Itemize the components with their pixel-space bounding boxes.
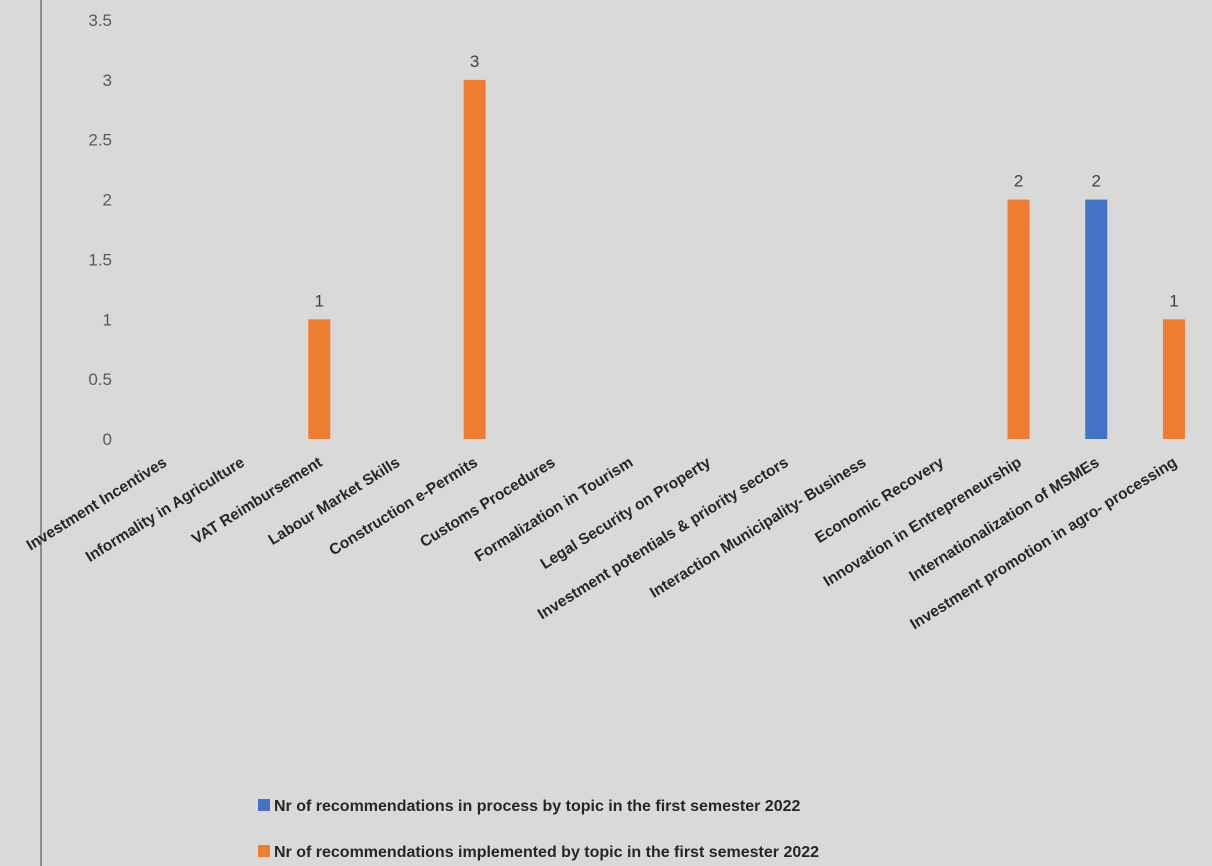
x-tick-label: Labour Market Skills [265,454,403,549]
bar [308,319,331,439]
x-tick-label: Investment Incentives [24,454,170,554]
bar [1007,199,1030,439]
data-label: 2 [1014,172,1023,191]
legend-swatch [258,799,270,811]
legend-label: Nr of recommendations implemented by top… [274,844,819,861]
bar [1162,319,1185,439]
y-tick-label: 2 [103,191,112,210]
y-tick-label: 3 [103,71,112,90]
x-tick-label: Construction e-Permits [326,454,480,559]
y-tick-label: 0.5 [88,370,112,389]
legend-label: Nr of recommendations in process by topi… [274,798,800,815]
bar [1085,199,1108,439]
legend-swatch [258,845,270,857]
data-label: 1 [1169,291,1178,310]
y-tick-label: 0 [103,430,112,449]
y-tick-label: 1.5 [88,250,112,269]
x-tick-label: Economic Recovery [812,454,947,547]
x-tick-label: VAT Reimbursement [189,454,325,548]
data-label: 1 [315,291,324,310]
data-label: 3 [470,52,479,71]
y-tick-label: 2.5 [88,131,112,150]
y-tick-label: 1 [103,310,112,329]
bar [463,79,486,439]
y-tick-label: 3.5 [88,11,112,30]
x-tick-label: Customs Procedures [417,454,558,551]
data-label: 2 [1092,172,1101,191]
